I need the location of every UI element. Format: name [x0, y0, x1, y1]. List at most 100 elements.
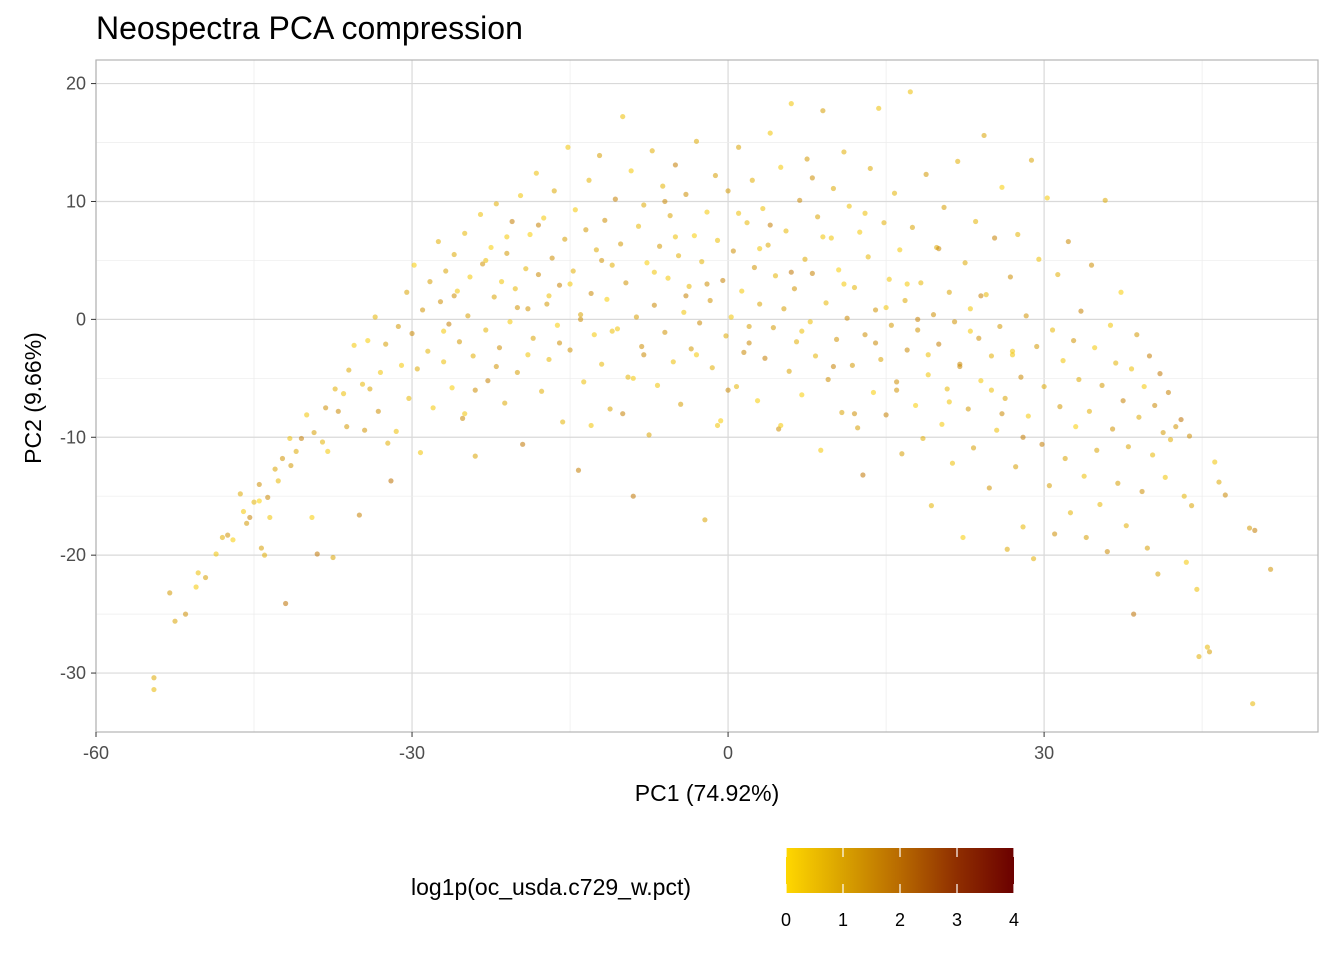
data-point [788, 101, 794, 107]
data-point [546, 293, 552, 299]
data-point [346, 367, 352, 373]
data-point [1212, 459, 1218, 465]
data-point [1083, 534, 1089, 541]
data-point [304, 412, 310, 418]
data-point [604, 296, 610, 302]
data-point [686, 283, 692, 289]
data-point [523, 266, 529, 272]
data-point [572, 207, 578, 213]
data-point [1150, 452, 1156, 458]
data-point [586, 177, 592, 183]
data-point [1004, 546, 1010, 552]
data-point [325, 448, 331, 455]
data-point [704, 209, 710, 215]
data-point [577, 312, 584, 318]
x-tick-label: -60 [83, 743, 109, 763]
data-point [720, 277, 726, 284]
data-point [967, 306, 973, 312]
data-point [213, 551, 219, 557]
data-point [628, 168, 634, 174]
data-point [467, 274, 473, 280]
data-point [675, 253, 682, 259]
data-point [836, 267, 842, 273]
x-tick-label: -30 [399, 743, 425, 763]
data-point [951, 319, 958, 325]
data-point [930, 312, 937, 318]
data-point [1107, 322, 1114, 328]
data-point [920, 435, 926, 442]
data-point [1099, 382, 1105, 388]
data-point [1206, 649, 1213, 655]
data-point [851, 411, 858, 417]
data-point [765, 242, 771, 248]
data-point [237, 491, 243, 497]
data-point [588, 422, 594, 429]
data-point [688, 346, 694, 352]
data-point [344, 424, 350, 430]
data-point [612, 196, 618, 202]
data-point [799, 392, 805, 398]
data-point [915, 327, 921, 333]
data-point [1049, 327, 1056, 333]
data-point [1181, 493, 1187, 499]
data-point [728, 314, 734, 320]
data-point [799, 328, 805, 334]
data-point [507, 319, 513, 325]
data-point [991, 235, 998, 241]
data-point [614, 326, 621, 332]
data-point [970, 445, 977, 451]
data-point [441, 359, 447, 365]
data-point [844, 315, 850, 321]
data-point [876, 105, 882, 111]
data-point [359, 381, 366, 387]
data-point [786, 368, 792, 374]
data-point [707, 297, 713, 304]
data-point [388, 478, 394, 484]
points-layer [151, 89, 1274, 707]
data-point [791, 286, 798, 292]
data-point [541, 215, 547, 221]
data-point [1039, 441, 1045, 447]
data-point [1073, 424, 1079, 430]
data-point [1009, 352, 1016, 358]
data-point [562, 236, 568, 242]
data-point [830, 185, 837, 192]
data-point [498, 279, 505, 285]
data-point [512, 286, 518, 292]
data-point [602, 217, 608, 223]
data-point [778, 164, 784, 170]
data-point [1196, 653, 1202, 660]
data-point [751, 264, 758, 271]
data-point [362, 427, 368, 433]
data-point [1020, 524, 1026, 530]
data-point [646, 432, 652, 438]
data-point [944, 386, 950, 392]
legend-ticks: 0 1 2 3 4 [781, 848, 1019, 930]
data-point [1060, 358, 1066, 364]
data-point [702, 517, 708, 523]
data-point [812, 353, 819, 359]
data-point [493, 363, 499, 370]
legend-tick-label: 2 [895, 910, 905, 930]
data-point [654, 382, 661, 388]
data-point [225, 532, 231, 538]
data-point [662, 198, 668, 205]
data-point [620, 411, 626, 417]
data-point [802, 256, 808, 262]
data-point [472, 387, 478, 393]
data-point [762, 355, 768, 361]
data-point [883, 304, 889, 311]
data-point [635, 223, 642, 229]
data-point [894, 379, 900, 385]
data-point [425, 348, 431, 354]
data-point [441, 328, 447, 334]
data-point [588, 290, 594, 297]
data-point [443, 268, 449, 274]
data-point [928, 503, 934, 509]
data-point [825, 376, 831, 383]
data-point [936, 341, 942, 347]
data-point [265, 494, 271, 500]
data-point [757, 246, 763, 252]
data-point [491, 294, 497, 300]
data-point [1030, 556, 1037, 562]
